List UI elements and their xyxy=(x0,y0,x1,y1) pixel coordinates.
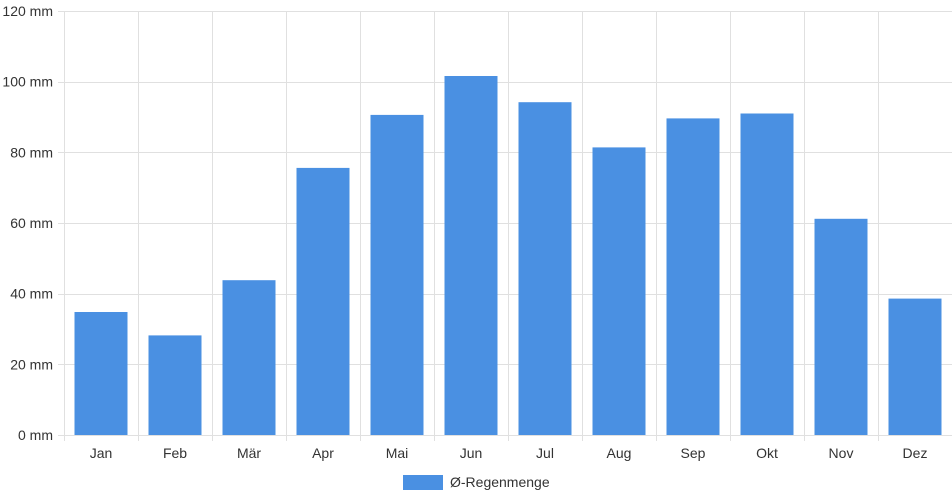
y-tick-label: 40 mm xyxy=(10,286,53,302)
y-tick-label: 120 mm xyxy=(2,3,53,19)
y-tick-label: 100 mm xyxy=(2,74,53,90)
y-tick-label: 80 mm xyxy=(10,144,53,160)
x-tick-label: Sep xyxy=(681,445,706,461)
legend-label[interactable]: Ø-Regenmenge xyxy=(450,474,550,490)
x-tick-label: Jan xyxy=(90,445,113,461)
bar-mai[interactable] xyxy=(370,114,424,436)
legend-swatch[interactable] xyxy=(403,475,443,490)
x-tick-label: Jun xyxy=(460,445,483,461)
y-tick-label: 60 mm xyxy=(10,215,53,231)
x-tick-label: Apr xyxy=(312,445,334,461)
bar-apr[interactable] xyxy=(296,167,350,435)
x-tick-label: Dez xyxy=(903,445,928,461)
bar-jun[interactable] xyxy=(444,76,498,435)
legend[interactable]: Ø-Regenmenge xyxy=(403,474,550,490)
x-tick-label: Aug xyxy=(607,445,632,461)
x-tick-label: Mär xyxy=(237,445,261,461)
bar-okt[interactable] xyxy=(740,113,794,436)
bar-sep[interactable] xyxy=(666,118,720,436)
x-tick-label: Okt xyxy=(756,445,778,461)
x-tick-label: Mai xyxy=(386,445,409,461)
bars xyxy=(74,76,942,436)
bar-jul[interactable] xyxy=(518,102,572,435)
y-tick-label: 0 mm xyxy=(18,427,53,443)
x-axis-ticks: Jan Feb Mär Apr Mai Jun Jul Aug Sep Okt Nov Dez xyxy=(90,445,928,461)
bar-feb[interactable] xyxy=(148,335,202,435)
bar-aug[interactable] xyxy=(592,147,646,435)
x-tick-label: Jul xyxy=(536,445,554,461)
y-axis-ticks: 0 mm 20 mm 40 mm 60 mm 80 mm 100 mm 120 mm xyxy=(2,3,53,443)
bar-nov[interactable] xyxy=(814,218,868,435)
bar-dez[interactable] xyxy=(888,298,942,435)
x-tick-label: Nov xyxy=(829,445,854,461)
x-tick-label: Feb xyxy=(163,445,187,461)
bar-jan[interactable] xyxy=(74,312,128,435)
y-tick-label: 20 mm xyxy=(10,356,53,372)
bar-mär[interactable] xyxy=(222,280,276,435)
grid-lines xyxy=(58,11,952,441)
